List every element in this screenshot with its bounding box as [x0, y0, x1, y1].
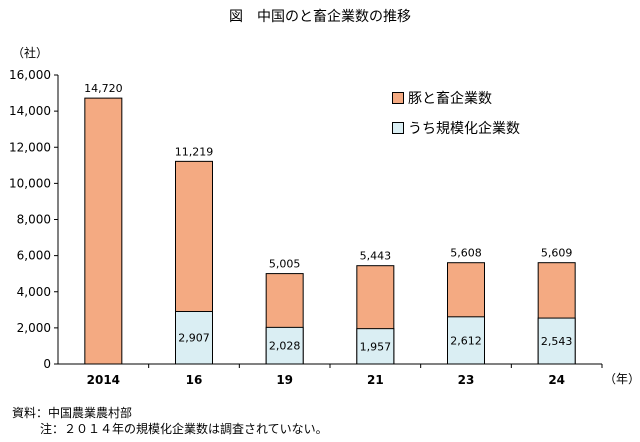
y-tick-label: 0 — [43, 357, 51, 371]
chart-title: 図 中国のと畜企業数の推移 — [229, 9, 411, 25]
legend-item-total: 豚と畜企業数 — [392, 88, 492, 108]
data-label-large: 2,543 — [541, 335, 573, 348]
y-tick-label: 2,000 — [17, 321, 51, 335]
y-tick-label: 12,000 — [9, 140, 51, 154]
x-tick-label: 21 — [367, 373, 384, 387]
x-tick-label: 16 — [186, 373, 203, 387]
data-label-total: 5,443 — [360, 250, 392, 263]
y-axis-unit: （社） — [12, 46, 49, 60]
bar-large — [265, 326, 304, 365]
data-label-large: 1,957 — [360, 340, 392, 353]
bar-large — [356, 328, 395, 365]
legend-item-large: うち規模化企業数 — [392, 118, 520, 138]
x-axis-unit: （年） — [604, 372, 640, 386]
bar-large — [537, 317, 576, 365]
x-tick-label: 23 — [458, 373, 475, 387]
data-label-total: 14,720 — [84, 82, 123, 95]
data-label-total: 5,608 — [450, 247, 482, 260]
x-tick-label: 24 — [548, 373, 565, 387]
bar-large — [447, 316, 485, 365]
y-tick-label: 8,000 — [17, 213, 51, 227]
y-tick-label: 4,000 — [17, 285, 51, 299]
y-tick-label: 6,000 — [17, 249, 51, 263]
bar-large — [175, 310, 213, 365]
data-label-total: 5,609 — [541, 247, 573, 260]
legend-label-total: 豚と畜企業数 — [408, 91, 492, 107]
legend-label-large: うち規模化企業数 — [408, 121, 520, 137]
y-tick-label: 14,000 — [9, 104, 51, 118]
legend-swatch-total — [392, 92, 404, 104]
source-note: 資料：中国農業農村部 — [12, 406, 133, 420]
data-label-large: 2,907 — [178, 332, 210, 345]
x-tick-label: 19 — [276, 373, 293, 387]
data-label-large: 2,028 — [269, 340, 301, 353]
y-tick-label: 10,000 — [9, 176, 51, 190]
data-label-total: 5,005 — [269, 258, 301, 271]
footnote: 注：２０１４年の規模化企業数は調査されていない。 — [40, 422, 328, 436]
data-label-large: 2,612 — [450, 334, 482, 347]
y-tick-label: 16,000 — [9, 68, 51, 82]
legend-swatch-large — [392, 122, 404, 134]
data-label-total: 11,219 — [175, 145, 214, 158]
bar-total — [84, 97, 123, 365]
x-tick-label: 2014 — [87, 373, 120, 387]
